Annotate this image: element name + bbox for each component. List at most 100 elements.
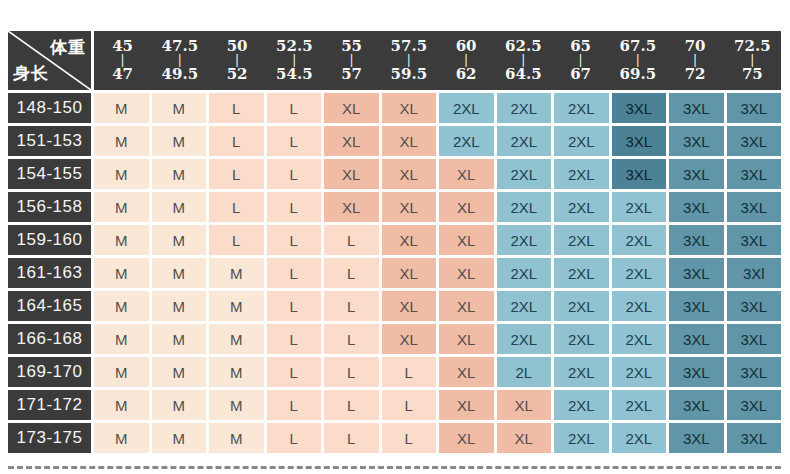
size-table: 体重 身长 45|4747.5|49.550|5252.5|54.555|575… — [8, 31, 781, 456]
weight-range-header: 70|72 — [667, 38, 724, 83]
size-cell: XL — [439, 324, 494, 354]
table-header-row: 体重 身长 45|4747.5|49.550|5252.5|54.555|575… — [8, 31, 781, 90]
weight-bottom-value: 69.5 — [609, 66, 666, 83]
size-cell: L — [209, 192, 264, 222]
size-cell: XL — [382, 93, 437, 123]
size-cell: 2XL — [439, 93, 494, 123]
size-cell: XL — [497, 423, 552, 453]
height-range-row-header: 166-168 — [8, 324, 91, 354]
weight-bottom-value: 49.5 — [151, 66, 208, 83]
height-range-row-header: 169-170 — [8, 357, 91, 387]
size-cell: M — [94, 324, 149, 354]
weight-bottom-value: 72 — [667, 66, 724, 83]
size-cell: 2XL — [439, 126, 494, 156]
size-cell: 2XL — [554, 93, 609, 123]
weight-range-header: 47.5|49.5 — [151, 38, 208, 83]
row-cells: MMMLLXLXL2XL2XL2XL3XL3XL — [94, 324, 781, 354]
size-cell: 3XL — [727, 357, 782, 387]
size-cell: M — [152, 225, 207, 255]
weight-range-header: 55|57 — [323, 38, 380, 83]
size-cell: L — [382, 423, 437, 453]
size-cell: 3XL — [612, 159, 667, 189]
size-cell: M — [209, 423, 264, 453]
size-cell: XL — [439, 258, 494, 288]
size-cell: XL — [382, 324, 437, 354]
weight-bottom-value: 57 — [323, 66, 380, 83]
size-cell: L — [267, 159, 322, 189]
size-cell: L — [324, 258, 379, 288]
table-row: 156-158MMLLXLXLXL2XL2XL2XL3XL3XL — [8, 192, 781, 222]
row-cells: MMMLLLXL2L2XL2XL3XL3XL — [94, 357, 781, 387]
size-cell: L — [324, 390, 379, 420]
size-cell: 2XL — [612, 225, 667, 255]
size-cell: 2L — [497, 357, 552, 387]
weight-bottom-value: 67 — [552, 66, 609, 83]
size-cell: M — [152, 423, 207, 453]
size-cell: XL — [382, 291, 437, 321]
size-cell: 3XL — [727, 423, 782, 453]
row-cells: MMMLLXLXL2XL2XL2XL3XL3XL — [94, 291, 781, 321]
size-cell: L — [209, 126, 264, 156]
size-cell: L — [267, 93, 322, 123]
size-cell: XL — [382, 225, 437, 255]
size-cell: XL — [324, 126, 379, 156]
size-cell: L — [267, 192, 322, 222]
size-cell: M — [152, 159, 207, 189]
size-cell: L — [209, 225, 264, 255]
size-cell: 2XL — [612, 423, 667, 453]
size-cell: 3XL — [727, 324, 782, 354]
weight-bottom-value: 59.5 — [380, 66, 437, 83]
table-row: 154-155MMLLXLXLXL2XL2XL3XL3XL3XL — [8, 159, 781, 189]
size-cell: XL — [439, 423, 494, 453]
height-range-row-header: 161-163 — [8, 258, 91, 288]
size-cell: 3XL — [727, 291, 782, 321]
size-cell: M — [152, 357, 207, 387]
size-cell: L — [267, 225, 322, 255]
size-cell: XL — [382, 258, 437, 288]
weight-bottom-value: 75 — [724, 66, 781, 83]
size-cell: M — [94, 291, 149, 321]
size-cell: L — [324, 291, 379, 321]
size-cell: 2XL — [554, 192, 609, 222]
table-row: 166-168MMMLLXLXL2XL2XL2XL3XL3XL — [8, 324, 781, 354]
size-cell: 3XL — [669, 192, 724, 222]
row-cells: MMLLXLXLXL2XL2XL3XL3XL3XL — [94, 159, 781, 189]
size-cell: M — [94, 390, 149, 420]
size-cell: L — [267, 126, 322, 156]
size-cell: L — [324, 357, 379, 387]
size-cell: 2XL — [554, 390, 609, 420]
size-cell: 3XL — [669, 225, 724, 255]
weight-bottom-value: 62 — [438, 66, 495, 83]
size-cell: M — [152, 324, 207, 354]
size-cell: 3XL — [612, 93, 667, 123]
size-cell: 2XL — [497, 291, 552, 321]
size-cell: XL — [439, 291, 494, 321]
size-cell: M — [94, 93, 149, 123]
size-cell: 2XL — [612, 390, 667, 420]
size-cell: L — [209, 159, 264, 189]
size-cell: 2XL — [612, 258, 667, 288]
size-cell: M — [94, 258, 149, 288]
size-cell: L — [267, 258, 322, 288]
size-cell: 2XL — [612, 357, 667, 387]
size-cell: M — [94, 159, 149, 189]
size-cell: 3XL — [669, 291, 724, 321]
size-cell: 3XL — [727, 93, 782, 123]
size-cell: 3XL — [669, 126, 724, 156]
size-cell: 3XL — [669, 390, 724, 420]
table-row: 151-153MMLLXLXL2XL2XL2XL3XL3XL3XL — [8, 126, 781, 156]
size-cell: 3XL — [669, 357, 724, 387]
size-cell: L — [324, 225, 379, 255]
size-cell: XL — [497, 390, 552, 420]
size-cell: 2XL — [612, 291, 667, 321]
size-cell: L — [267, 324, 322, 354]
weight-range-header: 72.5|75 — [724, 38, 781, 83]
row-cells: MMMLLLXLXL2XL2XL3XL3XL — [94, 390, 781, 420]
row-cells: MMMLLXLXL2XL2XL2XL3XL3Xl — [94, 258, 781, 288]
size-cell: L — [267, 423, 322, 453]
height-range-row-header: 173-175 — [8, 423, 91, 453]
size-cell: 3XL — [727, 390, 782, 420]
size-cell: M — [152, 258, 207, 288]
weight-range-header: 62.5|64.5 — [495, 38, 552, 83]
height-range-row-header: 156-158 — [8, 192, 91, 222]
